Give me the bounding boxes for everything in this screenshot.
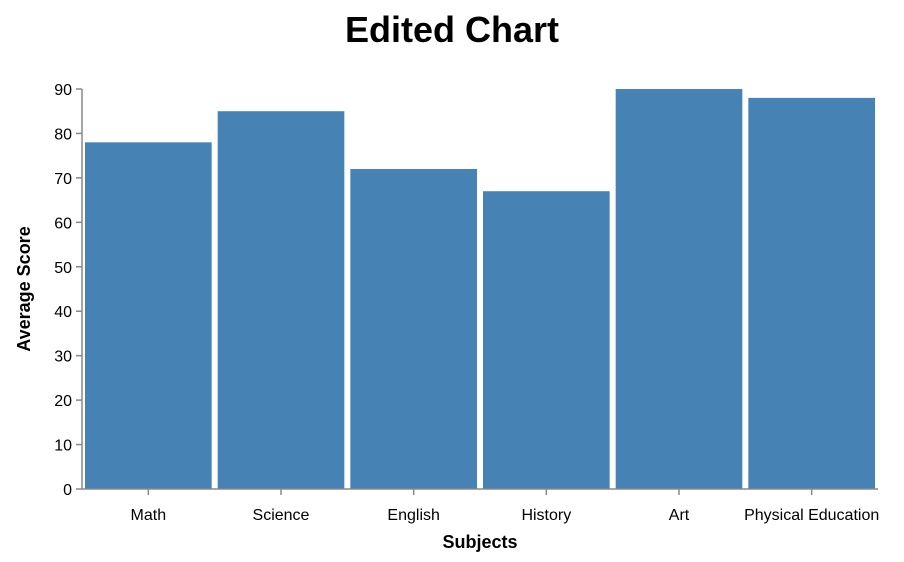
bars-group (85, 89, 875, 490)
y-tick-label: 80 (54, 126, 72, 143)
bar-art (615, 89, 743, 489)
x-tick-label: Science (253, 507, 310, 524)
x-tick-label: History (521, 507, 571, 524)
y-tick-label: 90 (54, 82, 72, 99)
y-tick-label: 30 (54, 349, 72, 366)
y-tick-label: 40 (54, 304, 72, 321)
bar-history (483, 191, 610, 489)
y-tick-label: 10 (54, 438, 72, 455)
y-axis-title: Average Score (14, 226, 34, 351)
x-axis-title: Subjects (442, 532, 517, 552)
y-tick-label: 60 (54, 215, 72, 232)
x-tick-label: Math (131, 507, 167, 524)
bar-english (350, 169, 477, 489)
bar-physical-education (748, 97, 875, 489)
y-tick-label: 0 (63, 482, 72, 499)
x-axis: Math Science English History Art Physical Edu… (82, 488, 879, 524)
x-tick-label: Art (669, 507, 690, 524)
y-axis: 0 10 20 30 40 50 60 70 80 90 (54, 82, 83, 499)
chart-title: Edited Chart (345, 9, 559, 50)
y-tick-label: 20 (54, 393, 72, 410)
y-tick-label: 50 (54, 260, 72, 277)
x-tick-label: Physical Education (744, 507, 879, 524)
bar-science (217, 111, 345, 489)
y-tick-label: 70 (54, 171, 72, 188)
bar-math (85, 142, 212, 490)
x-tick-label: English (387, 507, 439, 524)
